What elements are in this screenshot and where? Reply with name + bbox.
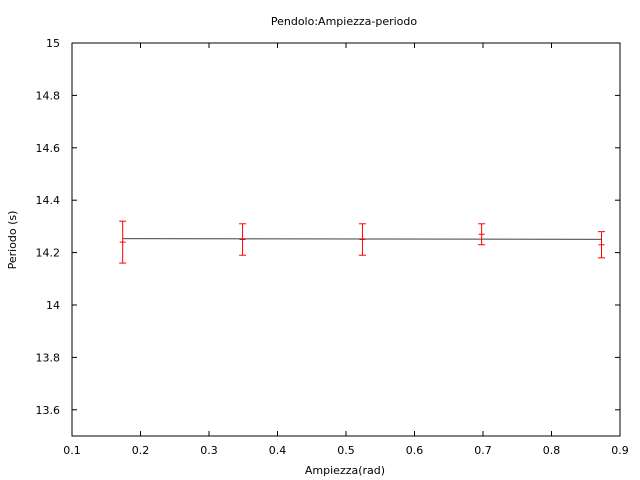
- x-tick-label: 0.9: [611, 444, 629, 457]
- x-tick-label: 0.3: [200, 444, 218, 457]
- y-tick-label: 13.6: [36, 404, 61, 417]
- x-tick-label: 0.6: [406, 444, 424, 457]
- plot-area: [71, 42, 621, 436]
- x-tick-label: 0.8: [543, 444, 561, 457]
- x-tick-label: 0.4: [269, 444, 287, 457]
- x-axis-label: Ampiezza(rad): [305, 464, 385, 477]
- x-tick-label: 0.1: [63, 444, 81, 457]
- x-tick-label: 0.5: [337, 444, 355, 457]
- x-tick-label: 0.2: [132, 444, 150, 457]
- y-tick-label: 14: [46, 299, 60, 312]
- x-tick-label: 0.7: [474, 444, 492, 457]
- y-tick-label: 14.4: [36, 194, 61, 207]
- y-tick-label: 14.2: [36, 247, 61, 260]
- plot-frame: [71, 42, 621, 437]
- y-tick-label: 14.8: [36, 89, 61, 102]
- chart-title: Pendolo:Ampiezza-periodo: [271, 15, 418, 28]
- y-tick-label: 15: [46, 37, 60, 50]
- y-tick-label: 14.6: [36, 142, 61, 155]
- y-axis-label: Periodo (s): [6, 211, 19, 270]
- y-tick-label: 13.8: [36, 351, 61, 364]
